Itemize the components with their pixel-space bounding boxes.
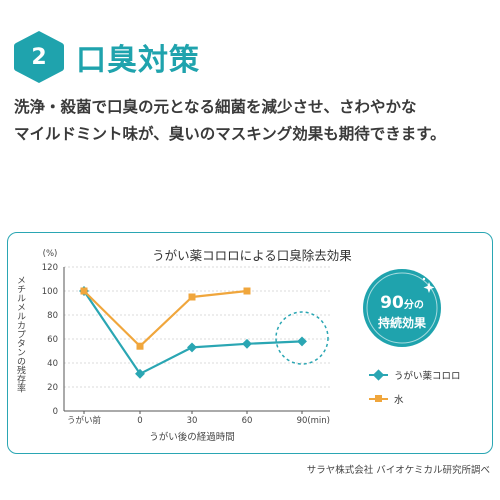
y-tick-label: 40 [47,359,58,369]
legend: うがい薬コロロ 水 [369,369,461,406]
chart-title: うがい薬コロロによる口臭除去効果 [152,248,352,263]
duration-number: 90 [380,293,404,313]
data-point-1 [188,293,196,301]
legend-label-0: うがい薬コロロ [394,370,461,382]
y-tick-label: 80 [47,311,58,321]
series-line-0 [83,290,303,375]
svg-text:90分の: 90分の [380,293,424,313]
y-tick-label: 60 [47,335,58,345]
data-point-0 [187,342,197,353]
series-line-1 [83,289,248,348]
chart-panel [7,232,493,454]
duration-caption: 持続効果 [378,315,426,330]
data-point-0 [242,338,252,349]
legend-label-1: 水 [394,394,404,406]
x-unit: (min) [307,416,330,426]
x-tick-label: 0 [137,416,142,426]
y-tick-label: 20 [47,383,58,393]
y-axis-label: メチルメルカプタンの残存率 [15,276,26,394]
legend-item-1: 水 [369,394,404,406]
section-number-badge: 2 [14,30,64,84]
highlight-circle [275,311,329,365]
description-line-2: マイルドミント味が、臭いのマスキング効果も期待できます。 [14,125,446,143]
duration-badge: 90分の 持続効果 [363,269,441,347]
x-tick-label: 90 [297,416,308,426]
data-point-1 [80,287,88,295]
y-tick-label: 120 [42,263,58,273]
section-title: 口臭対策 [76,43,200,78]
x-tick-label: 60 [242,416,253,426]
description-line-1: 洗浄・殺菌で口臭の元となる細菌を減少させ、さわやかな [14,98,417,116]
legend-item-0: うがい薬コロロ [369,369,461,382]
x-axis-label: うがい後の経過時間 [149,431,235,443]
hexagon-icon [14,31,64,83]
y-tick-label: 100 [42,287,58,297]
x-tick-label: うがい前 [67,415,102,426]
data-point-1 [136,342,144,350]
y-tick-label: 0 [53,407,58,417]
data-point-0 [297,336,307,347]
y-unit: (%) [43,249,58,259]
description: 洗浄・殺菌で口臭の元となる細菌を減少させ、さわやかな マイルドミント味が、臭いの… [14,94,494,148]
duration-unit: 分の [404,298,424,311]
x-tick-label: 30 [187,416,198,426]
section-number: 2 [31,44,47,70]
sparkle-icon [422,277,435,293]
data-point-0 [135,368,145,379]
data-point-1 [243,287,251,295]
source-note: サラヤ株式会社 バイオケミカル研究所調べ [306,465,490,476]
